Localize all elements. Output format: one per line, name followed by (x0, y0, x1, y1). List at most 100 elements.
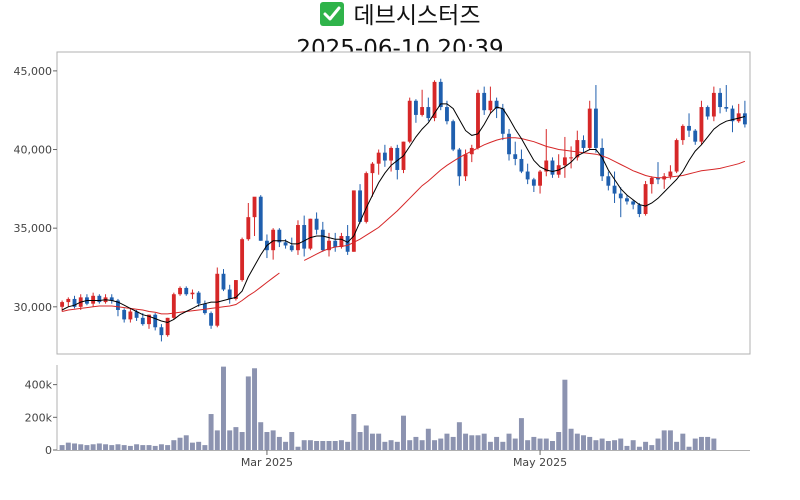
candle-body (680, 125, 685, 141)
candle-body (631, 201, 636, 205)
candle-body (451, 121, 456, 150)
volume-bar (581, 435, 586, 450)
candle-body (351, 190, 356, 252)
volume-bar (189, 442, 195, 450)
candle-body (519, 158, 524, 172)
volume-bar (705, 436, 711, 450)
volume-bar (649, 445, 655, 450)
volume-bar (525, 440, 531, 450)
candle-body (445, 107, 449, 122)
candlestick (420, 89, 425, 117)
volume-bar (252, 368, 258, 450)
candlestick (314, 212, 319, 235)
volume-bar (401, 415, 406, 450)
volume-bar (276, 436, 282, 450)
candlestick (674, 138, 679, 174)
candlestick (308, 218, 313, 251)
candlestick (240, 237, 245, 282)
candlestick (606, 171, 611, 191)
candle-body (66, 298, 71, 303)
volume-bar (692, 438, 698, 450)
volume-y-tick-label: 400k (25, 379, 53, 392)
volume-bar (568, 428, 574, 450)
candlestick (705, 105, 710, 120)
candlestick (153, 313, 158, 331)
volume-bar (127, 445, 133, 450)
candlestick (296, 220, 300, 255)
volume-bar (351, 414, 357, 450)
candlestick (171, 292, 176, 320)
candlestick (736, 103, 741, 123)
candlestick (569, 146, 574, 169)
volume-bar (667, 430, 673, 450)
moving-average-short-line (61, 103, 746, 324)
candle-body (395, 147, 400, 170)
candlestick (289, 237, 294, 252)
volume-bar (78, 444, 84, 450)
volume-bar (574, 433, 580, 450)
price-y-tick-label: 30,000 (14, 301, 53, 314)
candlestick (687, 113, 691, 137)
volume-bar (196, 441, 202, 450)
volume-plot-area (57, 366, 750, 451)
volume-bar (432, 440, 438, 450)
candlestick (382, 144, 387, 167)
volume-bar (158, 444, 164, 450)
candle-body (593, 108, 598, 148)
candle-body (134, 311, 139, 318)
candlestick (178, 286, 182, 296)
candlestick (333, 232, 338, 252)
candle-body (109, 297, 114, 301)
candlestick (277, 228, 282, 248)
candlestick (91, 292, 96, 307)
candlestick (488, 86, 493, 114)
candle-body (618, 193, 623, 199)
volume-bar (109, 445, 115, 450)
candlestick (351, 190, 356, 252)
volume-bar (587, 436, 593, 450)
volume-bar (469, 435, 475, 450)
volume-bar (605, 441, 611, 450)
candlestick (209, 311, 214, 329)
volume-bar (456, 422, 462, 450)
candlestick (184, 286, 189, 296)
candlestick (724, 85, 729, 112)
candle-body (140, 317, 145, 325)
candle-body (736, 113, 741, 122)
candlestick (476, 89, 480, 150)
volume-bar (376, 433, 382, 450)
candle-body (438, 81, 443, 108)
volume-bar (338, 440, 344, 450)
candlestick (97, 294, 102, 304)
candle-body (507, 133, 511, 155)
candle-body (196, 292, 201, 304)
candle-body (215, 273, 220, 326)
volume-bar (680, 433, 686, 450)
volume-bar (618, 438, 624, 450)
candle-body (668, 171, 673, 177)
candlestick (550, 157, 555, 178)
x-tick-label: Mar 2025 (241, 456, 293, 469)
candle-body (674, 140, 679, 172)
volume-bar (382, 441, 388, 450)
candlestick (72, 295, 77, 309)
candlestick (122, 308, 127, 323)
volume-bar (463, 433, 469, 450)
candle-body (538, 171, 542, 186)
volume-bar (301, 440, 307, 450)
candle-body (525, 171, 530, 180)
candlestick (66, 297, 71, 307)
volume-bar (202, 445, 208, 450)
volume-bar (239, 432, 245, 450)
candlestick (538, 169, 542, 194)
candlestick (345, 225, 350, 255)
candlestick (451, 119, 456, 152)
candlestick (320, 221, 325, 252)
candle-body (271, 229, 276, 251)
volume-bar (537, 438, 543, 450)
volume-bar (264, 432, 270, 450)
volume-y-axis: 0 200k 400k (25, 365, 58, 457)
candlestick (637, 203, 642, 218)
volume-bar (444, 433, 450, 450)
volume-bar (450, 436, 456, 450)
